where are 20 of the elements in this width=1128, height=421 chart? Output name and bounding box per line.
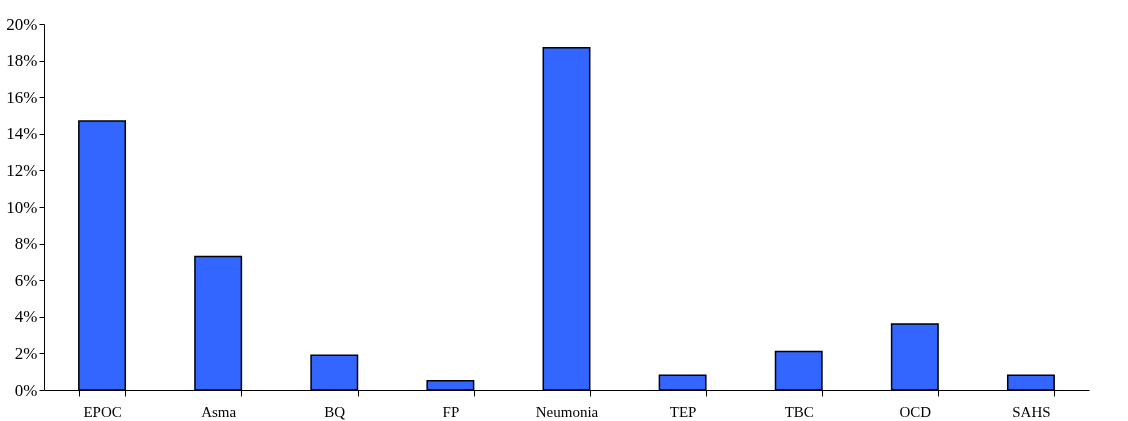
y-tick-label: 2% — [14, 343, 38, 363]
y-tick-label: 14% — [6, 124, 38, 144]
y-tick-label: 12% — [6, 160, 38, 180]
y-tick-label: 20% — [6, 14, 38, 34]
y-tick-label: 6% — [14, 270, 38, 290]
y-tick-label: 10% — [6, 197, 38, 217]
y-tick-label: 8% — [14, 234, 38, 254]
x-tick-label: OCD — [899, 403, 932, 420]
x-tick-label: TEP — [669, 403, 697, 420]
x-tick-label: Neumonia — [535, 403, 599, 420]
x-tick-label: FP — [442, 403, 460, 420]
x-tick-label: Asma — [201, 403, 237, 420]
x-tick-label: TBC — [784, 403, 814, 420]
y-tick-label: 16% — [6, 87, 38, 107]
y-tick-label: 0% — [14, 380, 38, 400]
x-tick-label: BQ — [324, 403, 346, 420]
y-tick-label: 4% — [14, 307, 38, 327]
x-tick-label: EPOC — [83, 403, 122, 420]
x-tick-label: SAHS — [1012, 403, 1051, 420]
y-tick-label: 18% — [6, 51, 38, 71]
